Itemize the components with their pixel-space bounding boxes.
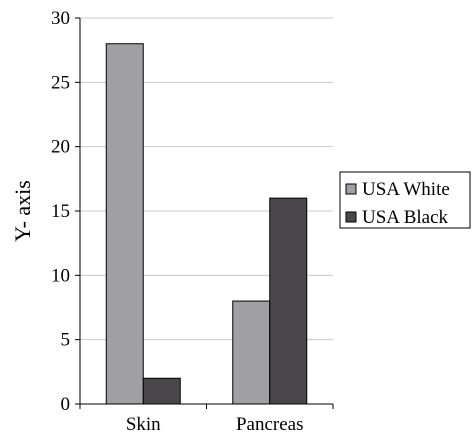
- legend-swatch-usa-black: [345, 211, 357, 223]
- bars: [105, 43, 308, 405]
- legend-box: [339, 171, 471, 229]
- bar-usa-white-pancreas: [232, 300, 271, 405]
- y-tick-label-30: 30: [51, 8, 70, 29]
- axes: 0 5 10 15 20 25 30 Skin Pancreas: [51, 8, 334, 435]
- y-tick-label-10: 10: [51, 265, 70, 286]
- y-tick-label-0: 0: [61, 394, 71, 415]
- y-axis-title: Y- axis: [10, 180, 35, 242]
- bar-usa-black-skin: [142, 377, 181, 405]
- bar-usa-black-pancreas: [269, 197, 308, 405]
- bar-usa-white-skin: [105, 43, 144, 405]
- y-ticks: 0 5 10 15 20 25 30: [51, 8, 80, 415]
- legend: USA White USA Black: [339, 171, 471, 229]
- y-tick-label-15: 15: [51, 201, 70, 222]
- x-category-label-pancreas: Pancreas: [236, 414, 304, 435]
- y-tick-label-5: 5: [61, 330, 71, 351]
- x-ticks: Skin Pancreas: [79, 404, 334, 435]
- y-tick-label-20: 20: [51, 137, 70, 158]
- legend-swatch-usa-white: [345, 183, 357, 195]
- legend-label-usa-black: USA Black: [362, 207, 449, 228]
- x-category-label-skin: Skin: [126, 414, 161, 435]
- y-tick-label-25: 25: [51, 72, 70, 93]
- legend-label-usa-white: USA White: [362, 179, 450, 200]
